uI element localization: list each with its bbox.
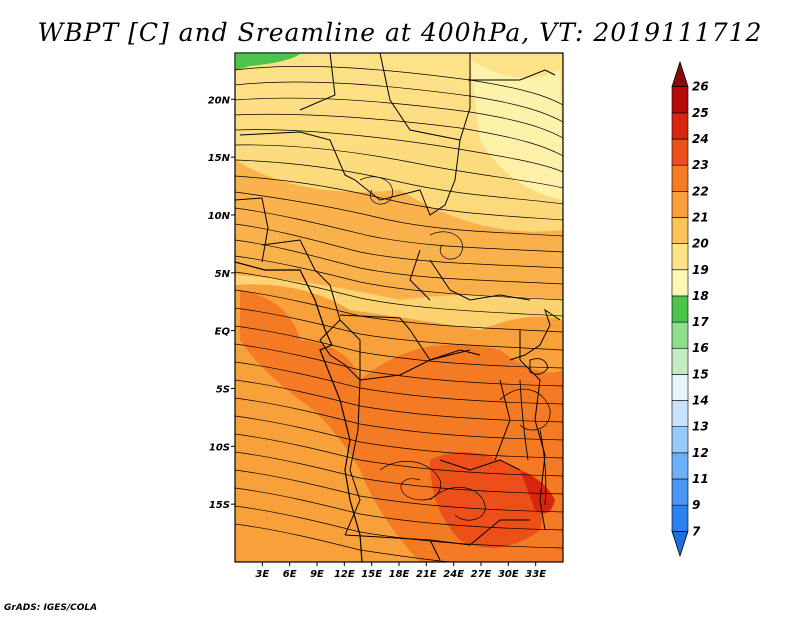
colorbar-label: 25 — [692, 106, 709, 120]
lakes — [519, 358, 549, 506]
colorbar-swatch — [671, 86, 689, 114]
colorbar-swatch — [671, 217, 689, 244]
colorbar-label: 26 — [692, 80, 709, 94]
colorbar-swatch — [671, 243, 689, 271]
chart-title: WBPT [C] and Sreamline at 400hPa, VT: 20… — [37, 18, 763, 47]
lon-tick-label: 12E — [334, 569, 355, 580]
colorbar-label: 18 — [692, 289, 709, 303]
colorbar-label: 16 — [692, 341, 709, 355]
lat-tick-label: 10S — [209, 442, 230, 453]
lon-tick-label: 3E — [255, 569, 269, 580]
latitude-ticks: 20N 15N 10N 5N EQ 5S 10S 15S — [208, 95, 235, 511]
lon-tick-label: 15E — [361, 569, 382, 580]
colorbar-swatch — [671, 426, 689, 454]
coastline — [235, 261, 363, 562]
longitude-ticks: 3E 6E 9E 12E 15E 18E 21E 24E 27E 30E 33E — [255, 562, 546, 580]
colorbar-swatch — [671, 347, 689, 375]
colorbar-swatch — [671, 504, 689, 532]
colorbar-label: 9 — [692, 498, 700, 512]
lat-tick-label: 20N — [208, 95, 231, 106]
lon-tick-label: 6E — [283, 569, 297, 580]
lon-tick-label: 9E — [310, 569, 324, 580]
colorbar-swatch — [671, 191, 689, 218]
credit-text: GrADS: IGES/COLA — [4, 603, 98, 613]
country-borders — [235, 53, 561, 561]
colorbar-swatch — [671, 112, 689, 140]
colorbar-swatch — [671, 400, 689, 427]
lat-tick-label: 15N — [208, 153, 231, 164]
colorbar-label: 12 — [692, 446, 709, 460]
lat-tick-label: 5N — [215, 269, 231, 280]
colorbar-swatch — [671, 138, 689, 166]
colorbar-swatch — [671, 321, 689, 349]
colorbar-swatch — [671, 452, 689, 480]
streamlines — [235, 66, 563, 562]
colorbar-swatch — [671, 164, 689, 192]
colorbar-label: 21 — [692, 210, 709, 224]
lat-tick-label: EQ — [215, 327, 231, 338]
lon-tick-label: 30E — [498, 569, 519, 580]
colorbar-label: 11 — [692, 472, 709, 486]
colorbar-swatch — [671, 478, 689, 506]
colorbar-label: 13 — [692, 420, 709, 434]
colorbar-label: 23 — [692, 158, 709, 172]
lat-tick-label: 15S — [209, 500, 230, 511]
colorbar-label: 22 — [692, 184, 709, 198]
lon-tick-label: 27E — [471, 569, 492, 580]
lon-tick-label: 21E — [416, 569, 437, 580]
lat-tick-label: 10N — [208, 211, 231, 222]
colorbar-label: 15 — [692, 367, 709, 381]
colorbar-swatch — [671, 295, 689, 323]
colorbar-label: 17 — [692, 315, 709, 329]
colorbar-label: 24 — [692, 132, 709, 146]
colorbar-label: 20 — [692, 237, 709, 251]
wbpt-shading — [235, 53, 563, 562]
colorbar-swatch — [671, 269, 689, 297]
colorbar-label: 7 — [692, 524, 701, 538]
colorbar: 7 9 11 12 13 14 15 16 17 18 19 20 21 22 23 24 25 26 — [671, 60, 709, 558]
colorbar-min-arrow — [671, 530, 689, 558]
colorbar-max-arrow — [671, 60, 689, 88]
lat-tick-label: 5S — [216, 384, 230, 395]
lon-tick-label: 18E — [389, 569, 410, 580]
colorbar-swatch — [671, 374, 689, 401]
colorbar-label: 14 — [692, 394, 709, 408]
lon-tick-label: 24E — [443, 569, 464, 580]
lon-tick-label: 33E — [525, 569, 546, 580]
colorbar-label: 19 — [692, 263, 709, 277]
